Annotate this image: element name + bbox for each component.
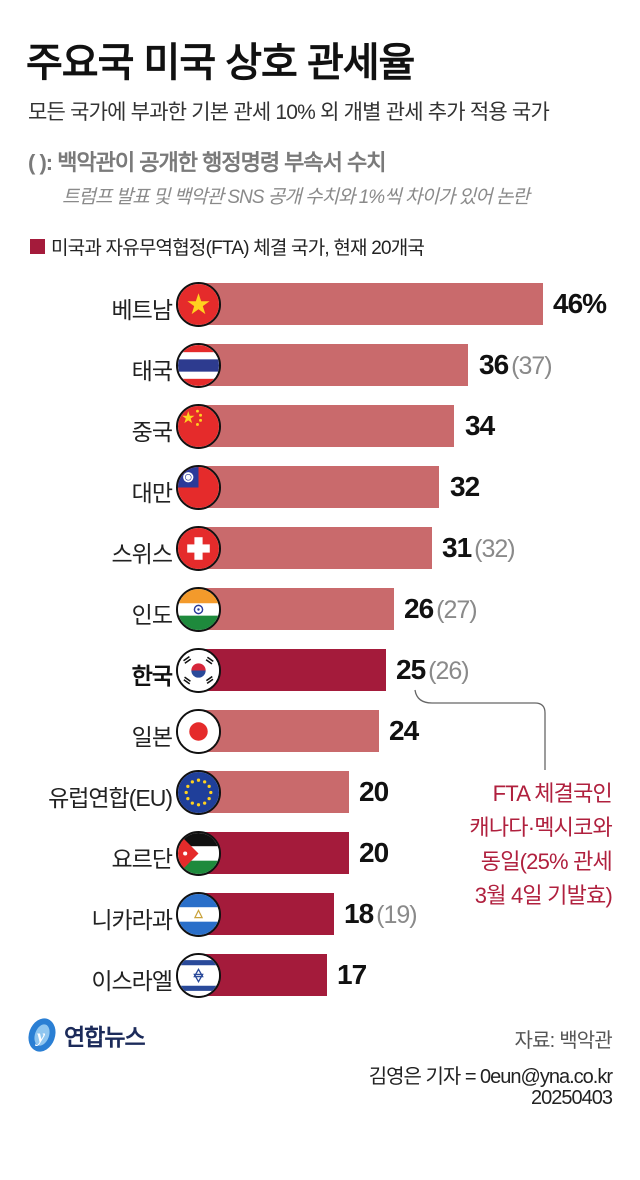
bar-japan [198, 710, 379, 752]
legend-label: 미국과 자유무역협정(FTA) 체결 국가, 현재 20개국 [51, 238, 425, 259]
legend-swatch-fta [30, 239, 45, 254]
parenthesis-note-detail: 트럼프 발표 및 백악관 SNS 공개 수치와 1%씩 차이가 있어 논란 [62, 187, 530, 208]
country-label: 태국 [131, 358, 173, 384]
chart-subtitle: 모든 국가에 부과한 기본 관세 10% 외 개별 관세 추가 적용 국가 [28, 101, 550, 124]
annotation-line: 캐나다·멕시코와 [469, 815, 612, 840]
bar-row-india: 인도 26 (27) [0, 587, 640, 632]
japan-flag-icon [176, 709, 221, 754]
country-label: 인도 [131, 602, 173, 628]
bar-row-korea: 한국 25 (26) [0, 648, 640, 693]
annex-value: (26) [428, 657, 469, 685]
value-label: 24 [389, 715, 419, 746]
eu-flag-icon [176, 770, 221, 815]
bar-korea [198, 649, 386, 691]
chart-title: 주요국 미국 상호 관세율 [26, 41, 415, 85]
bar-thailand [198, 344, 468, 386]
bar-row-nicaragua: 니카라과 18 (19) [0, 892, 640, 937]
value-label: 26 (27) [404, 593, 478, 624]
korea-flag-icon [176, 648, 221, 693]
yonhap-logo: y 연합뉴스 [26, 1016, 146, 1054]
vietnam-flag-icon [176, 282, 221, 327]
annex-value: (19) [376, 901, 417, 929]
bar-india [198, 588, 394, 630]
country-label: 유럽연합(EU) [48, 785, 173, 811]
country-label: 베트남 [111, 297, 173, 323]
annex-value: (27) [436, 596, 477, 624]
value-label: 46% [553, 288, 607, 319]
bar-taiwan [198, 466, 439, 508]
value-label: 20 [359, 776, 389, 807]
value-label: 34 [465, 410, 495, 441]
india-flag-icon [176, 587, 221, 632]
bar-row-jordan: 요르단 20 [0, 831, 640, 876]
value-label: 17 [337, 959, 367, 990]
annotation-line: 동일(25% 관세 [480, 849, 613, 874]
israel-flag-icon [176, 953, 221, 998]
value-label: 36 (37) [479, 349, 553, 380]
publish-date: 20250403 [531, 1087, 613, 1109]
switzerland-flag-icon [176, 526, 221, 571]
country-label: 니카라과 [91, 907, 173, 933]
bar-row-eu: 유럽연합(EU) 20 [0, 770, 640, 815]
bar-row-israel: 이스라엘 17 [0, 953, 640, 998]
thailand-flag-icon [176, 343, 221, 388]
china-flag-icon [176, 404, 221, 449]
value-label: 20 [359, 837, 389, 868]
nicaragua-flag-icon [176, 892, 221, 937]
bar-row-thailand: 태국 36 (37) [0, 343, 640, 388]
fta-annotation: FTA 체결국인 캐나다·멕시코와 동일(25% 관세 3월 4일 기발효) [469, 777, 612, 913]
yonhap-logo-icon: y [28, 1018, 56, 1052]
bar-row-switzerland: 스위스 31 (32) [0, 526, 640, 571]
country-label: 요르단 [111, 846, 173, 872]
country-label: 이스라엘 [91, 968, 173, 994]
value-label: 32 [450, 471, 480, 502]
country-label: 대만 [131, 480, 173, 506]
annex-value: (32) [474, 535, 515, 563]
country-label: 한국 [131, 663, 173, 689]
annotation-line: 3월 4일 기발효) [474, 883, 613, 908]
value-label: 18 (19) [344, 898, 418, 929]
svg-text:y: y [35, 1026, 46, 1046]
parenthesis-note: ( ): 백악관이 공개한 행정명령 부속서 수치 [28, 150, 386, 175]
value-label: 31 (32) [442, 532, 516, 563]
legend: 미국과 자유무역협정(FTA) 체결 국가, 현재 20개국 [30, 233, 425, 260]
bar-row-taiwan: 대만 32 [0, 465, 640, 510]
value-label: 25 (26) [396, 654, 470, 685]
source-label: 자료: 백악관 [514, 1030, 612, 1052]
reporter-credit: 김영은 기자 = 0eun@yna.co.kr [368, 1066, 613, 1088]
bar-switzerland [198, 527, 432, 569]
bar-row-japan: 일본 24 [0, 709, 640, 754]
bar-eu [198, 771, 349, 813]
annex-value: (37) [511, 352, 552, 380]
bar-china [198, 405, 454, 447]
logo-text: 연합뉴스 [64, 1024, 146, 1050]
country-label: 스위스 [111, 541, 173, 567]
annotation-line: FTA 체결국인 [492, 781, 613, 806]
bar-vietnam [198, 283, 543, 325]
country-label: 중국 [131, 419, 173, 445]
bar-row-china: 중국 34 [0, 404, 640, 449]
taiwan-flag-icon [176, 465, 221, 510]
country-label: 일본 [131, 724, 173, 750]
jordan-flag-icon [176, 831, 221, 876]
bar-row-vietnam: 베트남 46% [0, 282, 640, 327]
bar-jordan [198, 832, 349, 874]
